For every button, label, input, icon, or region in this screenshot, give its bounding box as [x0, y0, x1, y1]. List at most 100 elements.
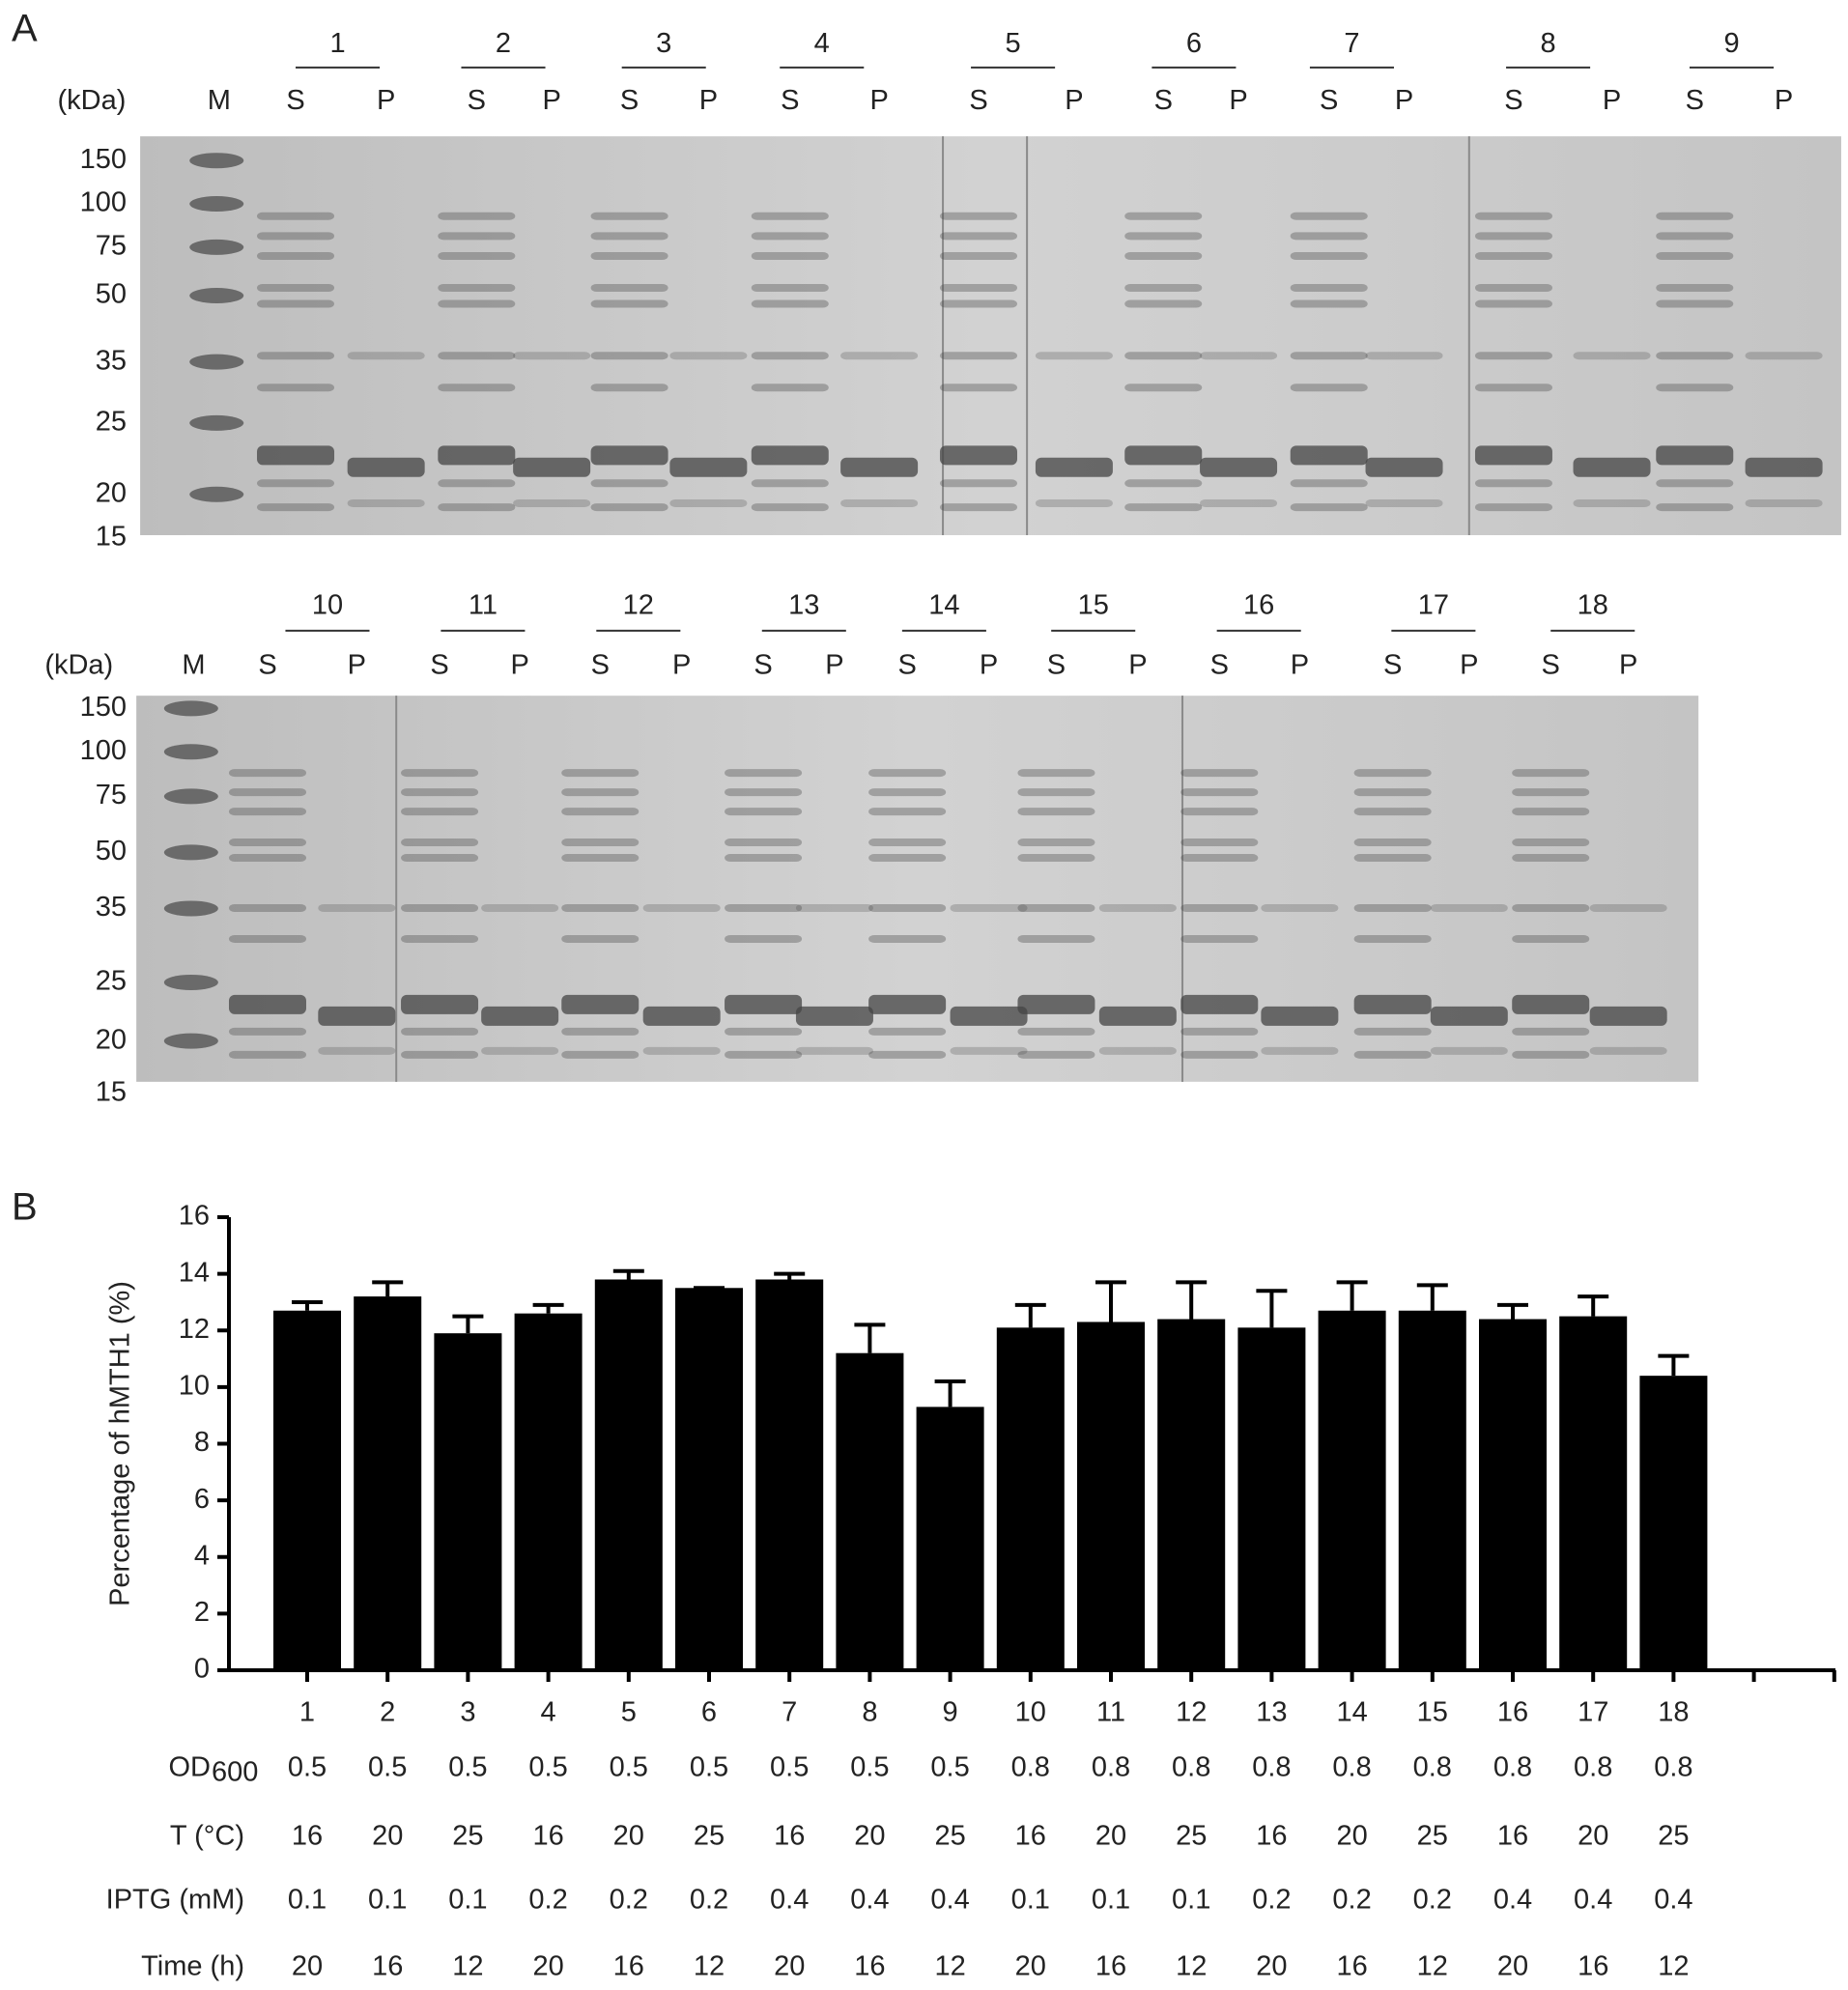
protein-band — [257, 445, 335, 466]
table-cell: 0.8 — [1413, 1752, 1452, 1783]
table-cell: 0.2 — [1413, 1885, 1452, 1916]
protein-band — [561, 788, 640, 797]
protein-band — [438, 284, 516, 293]
protein-band — [1200, 498, 1278, 507]
protein-band — [1017, 769, 1095, 778]
protein-band — [513, 498, 591, 507]
table-cell: 0.1 — [1011, 1885, 1050, 1916]
bar — [594, 1279, 663, 1670]
condition-number: 16 — [1243, 590, 1274, 621]
condition-number: 17 — [1418, 590, 1449, 621]
lane-label: P — [1619, 649, 1637, 680]
protein-band — [438, 384, 516, 392]
x-tick-label: 8 — [862, 1697, 877, 1728]
protein-band — [1745, 498, 1823, 507]
lane-label: S — [430, 649, 448, 680]
protein-band — [1017, 854, 1095, 863]
protein-band — [1035, 457, 1113, 477]
error-bar — [1256, 1289, 1288, 1328]
error-bar — [292, 1299, 323, 1311]
protein-band — [1180, 808, 1259, 816]
protein-band — [1365, 457, 1443, 477]
protein-band — [669, 352, 748, 360]
protein-band — [642, 1006, 721, 1026]
protein-band — [1656, 503, 1734, 512]
ladder-band — [189, 196, 244, 213]
protein-band — [257, 479, 335, 488]
protein-band — [590, 284, 668, 293]
condition-number: 14 — [928, 590, 959, 621]
bar — [1639, 1376, 1708, 1670]
x-tick-label: 6 — [701, 1697, 717, 1728]
lane-label: S — [1504, 85, 1522, 116]
protein-band — [1353, 994, 1432, 1014]
protein-band — [939, 384, 1017, 392]
marker-size-label: 20 — [96, 1024, 127, 1055]
lane-label: S — [1383, 649, 1402, 680]
protein-band — [1124, 479, 1203, 488]
protein-band — [939, 251, 1017, 260]
table-cell: 0.5 — [930, 1752, 969, 1783]
table-cell: 25 — [1658, 1821, 1689, 1852]
protein-band — [751, 232, 829, 241]
protein-band — [1353, 1050, 1432, 1059]
protein-band — [1261, 903, 1339, 912]
ladder-band — [163, 900, 218, 917]
y-axis-title: Percentage of hMTH1 (%) — [105, 1281, 136, 1606]
protein-band — [561, 854, 640, 863]
table-cell: 0.5 — [528, 1752, 567, 1783]
protein-band — [1124, 212, 1203, 220]
error-bar — [1578, 1294, 1609, 1317]
table-cell: 12 — [1658, 1951, 1689, 1982]
lane-label: P — [1775, 85, 1793, 116]
table-cell: 0.5 — [850, 1752, 889, 1783]
protein-band — [751, 384, 829, 392]
bar — [1318, 1310, 1386, 1670]
protein-band — [318, 1006, 396, 1026]
table-cell: 25 — [452, 1821, 483, 1852]
protein-band — [725, 1027, 803, 1036]
protein-band — [725, 994, 803, 1014]
bar — [675, 1288, 743, 1670]
protein-band — [561, 934, 640, 943]
lane-label: S — [1210, 649, 1229, 680]
table-cell: 20 — [774, 1951, 805, 1982]
protein-band — [438, 352, 516, 360]
ladder-band — [189, 288, 244, 304]
protein-band — [1512, 854, 1590, 863]
protein-band — [1290, 445, 1368, 466]
protein-band — [318, 1046, 396, 1055]
condition-number: 1 — [329, 28, 345, 59]
protein-band — [669, 457, 748, 477]
protein-band — [1365, 498, 1443, 507]
protein-band — [401, 1027, 479, 1036]
protein-band — [401, 994, 479, 1014]
protein-band — [257, 251, 335, 260]
table-cell: 0.2 — [690, 1885, 728, 1916]
protein-band — [950, 1006, 1028, 1026]
lane-label: S — [969, 85, 987, 116]
protein-band — [1573, 457, 1651, 477]
condition-number: 5 — [1006, 28, 1021, 59]
protein-band — [228, 903, 306, 912]
protein-band — [1512, 808, 1590, 816]
protein-band — [1656, 232, 1734, 241]
protein-band — [795, 1046, 873, 1055]
protein-band — [513, 352, 591, 360]
x-tick-label: 2 — [380, 1697, 395, 1728]
protein-band — [1124, 503, 1203, 512]
protein-band — [1512, 839, 1590, 847]
x-tick-label: 3 — [460, 1697, 475, 1728]
marker-size-label: 50 — [96, 836, 127, 867]
lane-label: S — [591, 649, 610, 680]
protein-band — [1474, 299, 1552, 308]
x-tick-label: 14 — [1336, 1697, 1367, 1728]
protein-band — [725, 1050, 803, 1059]
table-cell: 0.8 — [1011, 1752, 1050, 1783]
protein-band — [1098, 1046, 1177, 1055]
protein-band — [228, 808, 306, 816]
protein-band — [1098, 903, 1177, 912]
protein-band — [590, 479, 668, 488]
marker-lane-label: M — [208, 85, 231, 116]
lane-label: S — [258, 649, 276, 680]
